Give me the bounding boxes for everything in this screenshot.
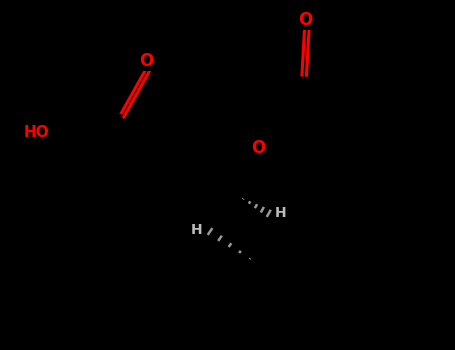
Text: O: O [298,11,312,29]
Text: H: H [274,206,286,220]
Text: HO: HO [24,125,50,140]
Text: O: O [139,52,153,70]
Text: O: O [251,139,265,157]
Text: H: H [191,223,202,237]
